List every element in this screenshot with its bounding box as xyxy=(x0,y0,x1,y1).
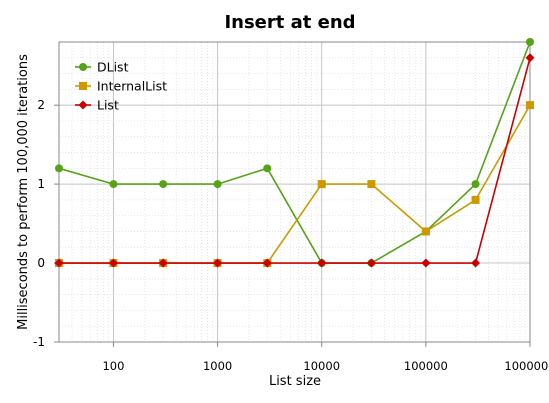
data-point-dlist xyxy=(213,180,222,189)
plot-area xyxy=(58,41,531,343)
data-point-list xyxy=(54,258,64,268)
x-tick-label: 1000 xyxy=(203,359,232,373)
legend-label: InternalList xyxy=(97,79,167,94)
data-point-internallist xyxy=(367,180,376,189)
y-tick-label: 2 xyxy=(37,98,45,112)
data-point-internallist xyxy=(421,227,430,236)
legend: DList InternalList List xyxy=(75,60,167,113)
series-list xyxy=(54,53,535,268)
y-tick-label: 1 xyxy=(37,177,45,191)
legend-label: List xyxy=(97,98,119,113)
data-point-list xyxy=(421,258,431,268)
series-lines xyxy=(54,38,535,268)
legend-item-dlist: DList xyxy=(75,60,129,75)
y-axis-title: Milliseconds to perform 100,000 iteratio… xyxy=(16,54,31,330)
data-point-dlist xyxy=(471,180,480,189)
legend-item-internallist: InternalList xyxy=(75,79,167,94)
data-point-dlist xyxy=(526,38,534,46)
x-tick-label: 100000 xyxy=(404,359,448,373)
legend-marker xyxy=(79,82,87,90)
legend-marker xyxy=(78,100,88,110)
chart-title: Insert at end xyxy=(224,12,355,33)
data-point-dlist xyxy=(159,180,168,189)
axes: 100 1000 10000 100000 1000000 -1 0 1 2 xyxy=(33,98,549,373)
data-point-dlist xyxy=(263,164,272,173)
x-tick-label: 10000 xyxy=(303,359,340,373)
data-point-list xyxy=(317,258,327,268)
data-point-internallist xyxy=(526,101,534,110)
data-point-dlist xyxy=(55,164,63,173)
x-tick-label: 100 xyxy=(102,359,124,373)
data-point-internallist xyxy=(317,180,326,189)
x-axis-title: List size xyxy=(269,374,321,389)
y-tick-label: 0 xyxy=(37,256,45,270)
data-point-list xyxy=(158,258,168,268)
data-point-list xyxy=(262,258,272,268)
legend-label: DList xyxy=(97,60,129,75)
legend-item-list: List xyxy=(75,98,119,113)
series-line-list xyxy=(59,57,531,264)
x-tick-label: 1000000 xyxy=(504,359,549,373)
legend-marker xyxy=(79,63,87,71)
data-point-list xyxy=(525,53,535,63)
y-tick-label: -1 xyxy=(33,335,45,349)
data-point-list xyxy=(108,258,118,268)
data-point-internallist xyxy=(471,195,480,204)
data-point-list xyxy=(471,258,481,268)
series-line-dlist xyxy=(58,41,531,264)
data-point-list xyxy=(213,258,223,268)
data-point-dlist xyxy=(109,180,118,189)
data-point-list xyxy=(366,258,376,268)
